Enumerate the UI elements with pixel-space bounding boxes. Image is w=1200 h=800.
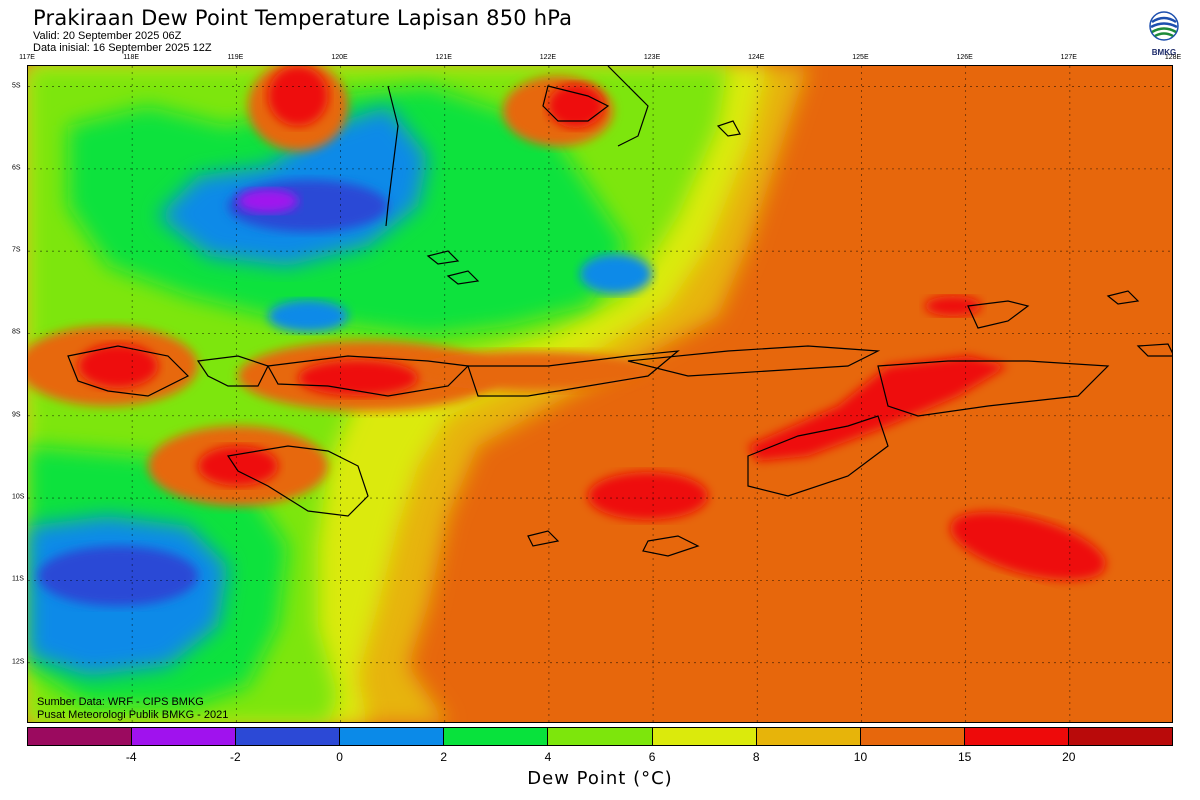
dew-point-map bbox=[27, 65, 1173, 723]
colorbar-tick-label: 2 bbox=[440, 750, 448, 764]
colorbar-segment bbox=[756, 728, 861, 745]
colorbar-tick-label: -2 bbox=[230, 750, 241, 764]
lon-label: 128E bbox=[1164, 54, 1182, 61]
map-canvas bbox=[28, 66, 1172, 722]
lon-label: 125E bbox=[852, 54, 869, 61]
field-0-2d bbox=[268, 300, 348, 332]
colorbar-segment bbox=[548, 728, 653, 745]
lat-label: 9S bbox=[12, 411, 21, 419]
colorbar-segment bbox=[340, 728, 445, 745]
init-time: Data inisial: 16 September 2025 12Z bbox=[33, 42, 212, 54]
colorbar-tick-label: 20 bbox=[1062, 750, 1076, 764]
colorbar-tick-label: 15 bbox=[957, 750, 972, 764]
lat-label: 8S bbox=[12, 328, 21, 336]
logo-text: BMKG bbox=[1151, 48, 1177, 57]
lon-label: 121E bbox=[435, 54, 452, 61]
valid-time: Valid: 20 September 2025 06Z bbox=[33, 30, 182, 42]
colorbar-segment bbox=[236, 728, 341, 745]
colorbar bbox=[27, 727, 1173, 746]
field-orange-w6 bbox=[408, 351, 648, 391]
colorbar-tick-label: 0 bbox=[336, 750, 343, 764]
map-title: Prakiraan Dew Point Temperature Lapisan … bbox=[33, 6, 573, 30]
field-0-2c bbox=[580, 254, 652, 294]
lon-label: 124E bbox=[748, 54, 765, 61]
colorbar-tick-label: 4 bbox=[544, 750, 552, 764]
field-15-20-h bbox=[950, 511, 1106, 581]
colorbar-tick-label: 8 bbox=[752, 750, 760, 764]
field-15-20-d bbox=[298, 360, 418, 396]
field-15-20-c bbox=[78, 344, 158, 388]
lon-label: 117E bbox=[19, 54, 35, 61]
lat-label: 10S bbox=[12, 493, 25, 501]
lat-label: 5S bbox=[12, 82, 21, 90]
lon-label: 119E bbox=[227, 54, 244, 61]
colorbar-segment bbox=[860, 728, 965, 745]
field-15-20-f bbox=[588, 472, 708, 520]
source-line-2: Pusat Meteorologi Publik BMKG - 2021 bbox=[37, 709, 229, 721]
source-line-1: Sumber Data: WRF - CIPS BMKG bbox=[37, 696, 204, 708]
field-15-20-e bbox=[198, 446, 278, 486]
lat-label: 11S bbox=[12, 575, 24, 583]
lon-label: 123E bbox=[643, 54, 661, 61]
lon-label: 118E bbox=[123, 54, 140, 61]
lon-label: 122E bbox=[539, 54, 557, 61]
graticule bbox=[28, 66, 1172, 722]
field-15-20-i bbox=[748, 356, 1008, 461]
field-15-20-g bbox=[925, 296, 981, 316]
bmkg-emblem-icon bbox=[1149, 11, 1179, 41]
colorbar-title: Dew Point (°C) bbox=[527, 768, 673, 789]
lon-label: 120E bbox=[331, 54, 348, 61]
colorbar-tick-label: 10 bbox=[853, 750, 868, 764]
colorbar-segment bbox=[652, 728, 757, 745]
bmkg-logo: BMKG bbox=[1144, 10, 1184, 58]
colorbar-tick-label: 6 bbox=[648, 750, 656, 764]
coastlines bbox=[67, 66, 1172, 557]
colorbar-segment bbox=[964, 728, 1069, 745]
colorbar-segment bbox=[1068, 728, 1173, 745]
lon-label: 126E bbox=[956, 54, 973, 61]
lat-label: 12S bbox=[12, 658, 25, 666]
colorbar-tick-label: -4 bbox=[125, 750, 137, 764]
colorbar-segment bbox=[132, 728, 237, 745]
field-neg4-neg2 bbox=[238, 189, 298, 213]
lon-label: 127E bbox=[1060, 54, 1077, 61]
field-15-20-b bbox=[548, 84, 604, 128]
lat-label: 7S bbox=[12, 246, 21, 254]
field-neg2-0b bbox=[38, 546, 198, 606]
field-15-20-a bbox=[268, 66, 328, 126]
lat-label: 6S bbox=[12, 164, 21, 172]
colorbar-segment bbox=[444, 728, 549, 745]
colorbar-segment bbox=[28, 728, 133, 745]
